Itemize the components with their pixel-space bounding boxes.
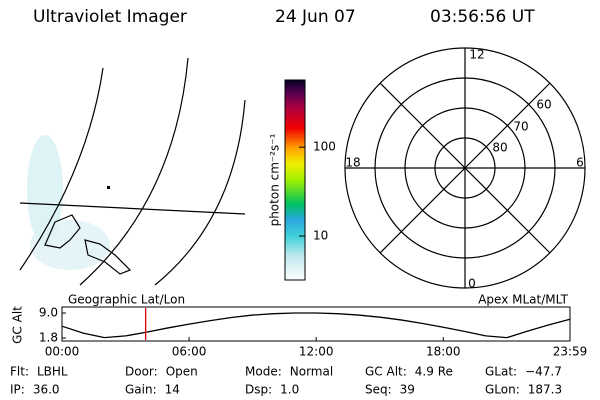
time: 03:56:56 UT (430, 7, 535, 27)
status-value: 14 (165, 383, 180, 397)
lat-label: 70 (513, 120, 528, 134)
y-tick-label: 1.8 (39, 331, 58, 345)
status-value: LBHL (37, 365, 68, 379)
mlt-label: 6 (576, 156, 584, 170)
plot-frame (61, 306, 571, 342)
status-label: Dsp: (245, 383, 272, 397)
status-label: IP: (10, 383, 25, 397)
status-label: GLat: (485, 365, 517, 379)
status-value: Normal (290, 365, 333, 379)
status-value: 187.3 (528, 383, 562, 397)
status-label: Door: (125, 365, 158, 379)
map (19, 57, 246, 286)
status-label: Gain: (125, 383, 157, 397)
status-label: GLon: (485, 383, 520, 397)
colorbar-label: photon cm⁻²s⁻¹ (268, 133, 282, 226)
status-value: 39 (400, 383, 415, 397)
title: Ultraviolet Imager (33, 7, 187, 27)
status-value: 1.0 (280, 383, 299, 397)
colorbar-tick-label: 100 (313, 140, 336, 154)
y-label: GC Alt (11, 306, 25, 344)
x-tick-label: 23:59 (553, 345, 588, 359)
mlt-label: 18 (345, 156, 360, 170)
altitude-line (61, 312, 571, 339)
y-tick-label: 9.0 (39, 306, 58, 320)
mlt-label: 12 (469, 48, 484, 62)
right-title: Apex MLat/MLT (478, 293, 568, 307)
lat-label: 80 (492, 141, 507, 155)
status-value: 36.0 (33, 383, 60, 397)
status-label: Flt: (10, 365, 29, 379)
lat-label: 60 (536, 98, 551, 112)
left-title: Geographic Lat/Lon (68, 293, 185, 307)
status-label: Seq: (365, 383, 392, 397)
colorbar-tick-label: 10 (313, 229, 328, 243)
x-tick-label: 12:00 (299, 345, 334, 359)
x-tick-label: 18:00 (426, 345, 461, 359)
date: 24 Jun 07 (275, 7, 356, 27)
x-tick-label: 00:00 (45, 345, 80, 359)
polar-grid (344, 47, 586, 289)
status-value: −47.7 (525, 365, 562, 379)
mlt-label: 0 (468, 277, 476, 291)
colorbar (284, 79, 306, 281)
status-label: Mode: (245, 365, 282, 379)
x-tick-label: 06:00 (172, 345, 207, 359)
status-value: Open (166, 365, 198, 379)
status-label: GC Alt: (365, 365, 407, 379)
status-value: 4.9 Re (415, 365, 453, 379)
